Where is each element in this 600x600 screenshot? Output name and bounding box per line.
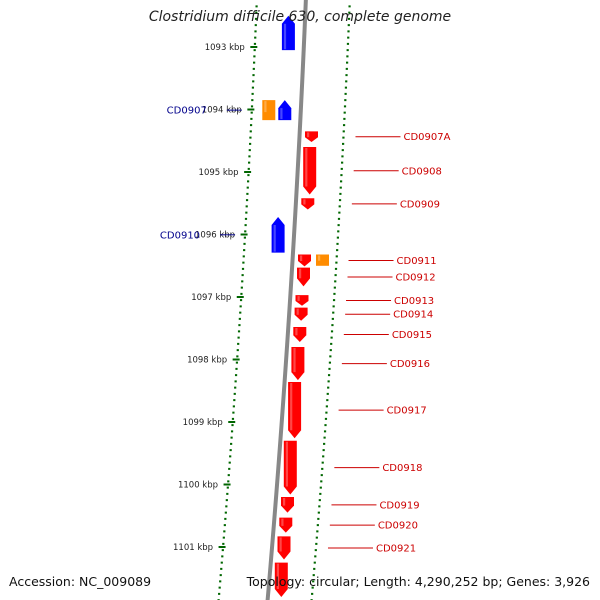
gene-label-cd0913[interactable]: CD0913 [394, 296, 434, 307]
gene-label-cd0909[interactable]: CD0909 [400, 199, 440, 210]
gene-feature-19-arrow[interactable] [274, 562, 288, 597]
feature-track [262, 15, 329, 597]
feature-highlight [276, 563, 279, 589]
gene-label-cd0907[interactable]: CD0907 [167, 106, 207, 117]
gene-cd0920-arrow[interactable] [279, 517, 293, 533]
feature-highlight [307, 132, 310, 138]
kbp-tick-label: 1098 kbp [187, 356, 227, 366]
feature-highlight [295, 328, 298, 336]
feature-highlight [281, 518, 284, 526]
gene-cd0914-arrow[interactable] [294, 307, 308, 321]
feature-highlight [273, 225, 276, 252]
accession-text: Accession: NC_009089 [9, 574, 152, 589]
gene-cd0918-arrow[interactable] [283, 440, 297, 495]
gene-label-cd0918[interactable]: CD0918 [382, 463, 422, 474]
kbp-tick-label: 1094 kbp [202, 106, 242, 116]
gene-feature-1-feature[interactable] [262, 100, 276, 121]
gene-label-cd0912[interactable]: CD0912 [396, 273, 436, 284]
kbp-tick-label: 1100 kbp [178, 481, 218, 491]
gene-label-cd0920[interactable]: CD0920 [378, 521, 418, 532]
kbp-tick-label: 1096 kbp [195, 231, 235, 241]
kbp-tick-label: 1095 kbp [199, 168, 239, 178]
feature-highlight [279, 537, 282, 552]
feature-highlight [318, 255, 321, 261]
gene-cd0916-arrow[interactable] [291, 347, 305, 381]
feature-highlight [305, 148, 308, 187]
genome-title: Clostridium difficile 630, complete geno… [148, 9, 452, 25]
gene-feature-7-feature[interactable] [316, 254, 329, 266]
gene-label-cd0907a[interactable]: CD0907A [403, 132, 450, 143]
feature-highlight [297, 296, 300, 301]
inner-tick-track: 1093 kbp 1094 kbp 1095 kbp 1096 kbp 1097 kbp… [173, 5, 258, 600]
gene-cd0911-arrow[interactable] [298, 254, 311, 267]
feature-highlight [300, 255, 303, 261]
feature-highlight [303, 199, 306, 205]
kbp-tick-label: 1093 kbp [205, 43, 245, 53]
gene-label-cd0919[interactable]: CD0919 [379, 500, 419, 511]
gene-label-cd0908[interactable]: CD0908 [402, 166, 442, 177]
gene-cd0917-arrow[interactable] [288, 382, 302, 439]
backbone-line [265, 0, 308, 600]
feature-highlight [283, 23, 287, 50]
kbp-tick-label: 1097 kbp [191, 293, 231, 303]
gene-cd0912-arrow[interactable] [297, 267, 310, 287]
gene-cd0913-arrow[interactable] [295, 295, 309, 306]
gene-label-cd0921[interactable]: CD0921 [376, 543, 416, 554]
feature-highlight [285, 441, 288, 487]
gene-label-cd0916[interactable]: CD0916 [390, 359, 430, 370]
gene-label-cd0915[interactable]: CD0915 [392, 330, 432, 341]
gene-label-cd0917[interactable]: CD0917 [387, 406, 427, 417]
feature-highlight [290, 383, 293, 431]
gene-feature-0-arrow[interactable] [281, 15, 295, 51]
feature-highlight [264, 101, 267, 113]
gene-cd0910-arrow[interactable] [271, 217, 285, 253]
outer-tick-track [310, 5, 351, 600]
kbp-tick-label: 1101 kbp [173, 543, 213, 553]
feature-highlight [280, 108, 283, 120]
feature-highlight [299, 268, 302, 279]
feature-highlight [293, 348, 296, 373]
gene-cd0921-arrow[interactable] [277, 536, 291, 560]
feature-highlight [296, 308, 299, 315]
feature-labels: CD0907 CD0907A CD0908 CD0909 CD0910 CD0911 CD0… [160, 106, 451, 555]
gene-cd0908-arrow[interactable] [303, 147, 317, 195]
gene-cd0909-arrow[interactable] [301, 198, 315, 210]
topology-summary: Topology: circular; Length: 4,290,252 bp… [246, 574, 590, 589]
gene-cd0919-arrow[interactable] [281, 497, 294, 513]
backbone-arc [265, 0, 308, 600]
gene-cd0915-arrow[interactable] [293, 327, 307, 342]
feature-highlight [283, 498, 286, 506]
gene-label-cd0911[interactable]: CD0911 [397, 256, 437, 267]
kbp-tick-label: 1099 kbp [183, 418, 223, 428]
gene-label-cd0914[interactable]: CD0914 [393, 310, 433, 321]
gene-cd0907a-arrow[interactable] [305, 131, 318, 142]
gene-label-cd0910[interactable]: CD0910 [160, 230, 200, 241]
gene-cd0907-arrow[interactable] [278, 100, 292, 121]
